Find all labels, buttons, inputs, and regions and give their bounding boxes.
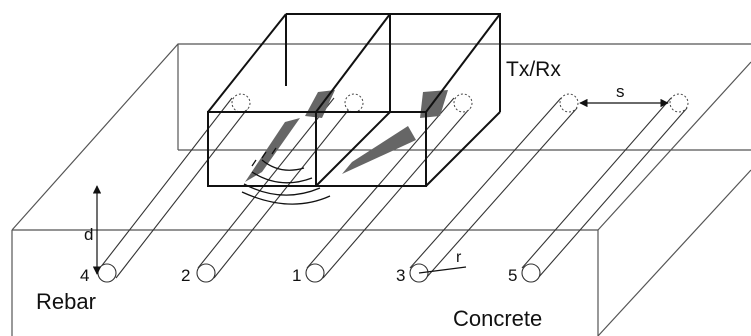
rebar-number-3: 3 <box>396 266 405 285</box>
rebar-2-end <box>196 263 216 283</box>
rebar-4-far-end <box>231 93 251 113</box>
rebar-1-far-end <box>453 93 473 113</box>
rebar-number-2: 2 <box>181 266 190 285</box>
rebar-number-4: 4 <box>80 266 89 285</box>
rebar-number-5: 5 <box>508 266 517 285</box>
slab-right-edge <box>597 61 751 231</box>
beam-tx-upper <box>420 90 448 118</box>
spacing-label: s <box>616 82 625 101</box>
rebar-number-1: 1 <box>292 266 301 285</box>
radius-label: r <box>456 249 462 266</box>
rebar-1 <box>305 93 473 283</box>
rebar-4 <box>97 93 251 283</box>
slab-right-lower-edge <box>597 169 751 336</box>
rebar-group <box>97 93 689 283</box>
depth-label: d <box>84 225 93 244</box>
txrx-label: Tx/Rx <box>506 58 561 81</box>
tx-rx-antenna <box>207 13 501 187</box>
rebar-1-end <box>305 263 325 283</box>
beam-tx-diag <box>342 126 416 174</box>
beam-rx-diag <box>245 118 300 182</box>
rebar-label: Rebar <box>36 289 96 314</box>
rebar-2-far-end <box>344 93 364 113</box>
rebar-5-end <box>521 263 541 283</box>
slab-top-face <box>11 43 751 231</box>
rebar-5 <box>521 93 689 283</box>
rebar-2 <box>196 93 364 283</box>
wavefronts <box>241 147 331 205</box>
concrete-label: Concrete <box>453 306 542 331</box>
concrete-slab <box>11 43 751 336</box>
radius-line <box>418 266 467 274</box>
rebar-3-far-end <box>559 93 579 113</box>
rebar-4-end <box>97 263 117 283</box>
rebar-5-far-end <box>669 93 689 113</box>
rebar-3 <box>409 93 579 283</box>
